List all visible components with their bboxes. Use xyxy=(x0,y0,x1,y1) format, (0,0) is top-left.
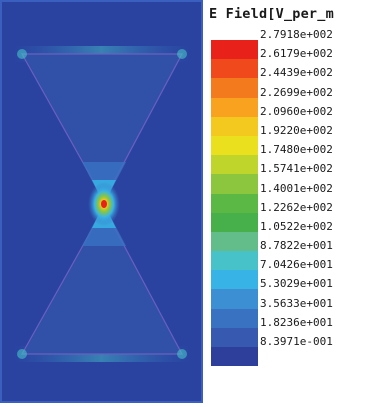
legend-swatch xyxy=(211,135,258,156)
bowtie-lower-plate xyxy=(20,206,184,355)
legend-value-label: 5.3029e+001 xyxy=(260,277,333,291)
legend-value-label: 2.4439e+002 xyxy=(260,66,333,80)
legend-title: E Field[V_per_m xyxy=(209,6,334,22)
legend-swatch xyxy=(211,116,258,136)
legend-swatches xyxy=(211,40,258,367)
legend-value-label: 2.0960e+002 xyxy=(260,104,333,118)
corner-highlight-tl xyxy=(17,49,27,59)
legend-value-label: 2.2699e+002 xyxy=(260,85,333,99)
legend-swatch xyxy=(211,174,258,194)
legend-value-label: 8.3971e-001 xyxy=(260,335,333,348)
legend-swatch xyxy=(211,251,258,271)
legend-swatch xyxy=(211,327,258,347)
legend-labels: 2.7918e+002 2.6179e+002 2.4439e+002 2.2699e… xyxy=(260,25,333,351)
e-field-plot xyxy=(0,0,203,403)
legend-value-label: 2.7918e+002 xyxy=(260,28,333,41)
legend-value-label: 8.7822e+001 xyxy=(260,239,333,253)
legend-value-label: 1.9220e+002 xyxy=(260,123,333,137)
legend-value-label: 3.5633e+001 xyxy=(260,296,333,310)
legend-value-label: 1.7480e+002 xyxy=(260,143,333,157)
plot-frame xyxy=(0,0,203,403)
legend-value-label: 1.4001e+002 xyxy=(260,181,333,195)
legend-value-label: 1.5741e+002 xyxy=(260,162,333,176)
legend-swatch xyxy=(211,308,258,328)
legend-swatch xyxy=(211,40,258,60)
bowtie-upper-plate xyxy=(20,53,184,202)
legend-swatch xyxy=(211,97,258,117)
legend-value-label: 1.0522e+002 xyxy=(260,219,333,233)
legend-swatch xyxy=(211,155,258,175)
legend-swatch xyxy=(211,289,258,309)
legend-swatch xyxy=(211,270,258,290)
bowtie-antenna-field-map xyxy=(0,0,203,403)
legend-swatch xyxy=(211,231,258,252)
color-legend: E Field[V_per_m 2.7918e+002 2.6179e+002 2.… xyxy=(203,0,374,403)
legend-swatch xyxy=(211,193,258,213)
legend-swatch xyxy=(211,78,258,98)
legend-value-label: 7.0426e+001 xyxy=(260,258,333,272)
corner-highlight-bl xyxy=(17,349,27,359)
legend-value-label: 1.2262e+002 xyxy=(260,200,333,214)
legend-swatch xyxy=(211,347,258,367)
corner-highlight-tr xyxy=(177,49,187,59)
feed-core xyxy=(101,200,107,208)
legend-swatch xyxy=(211,212,258,232)
legend-value-label: 2.6179e+002 xyxy=(260,47,333,61)
legend-value-label: 1.8236e+001 xyxy=(260,315,333,329)
corner-highlight-br xyxy=(177,349,187,359)
legend-swatch xyxy=(211,59,258,79)
